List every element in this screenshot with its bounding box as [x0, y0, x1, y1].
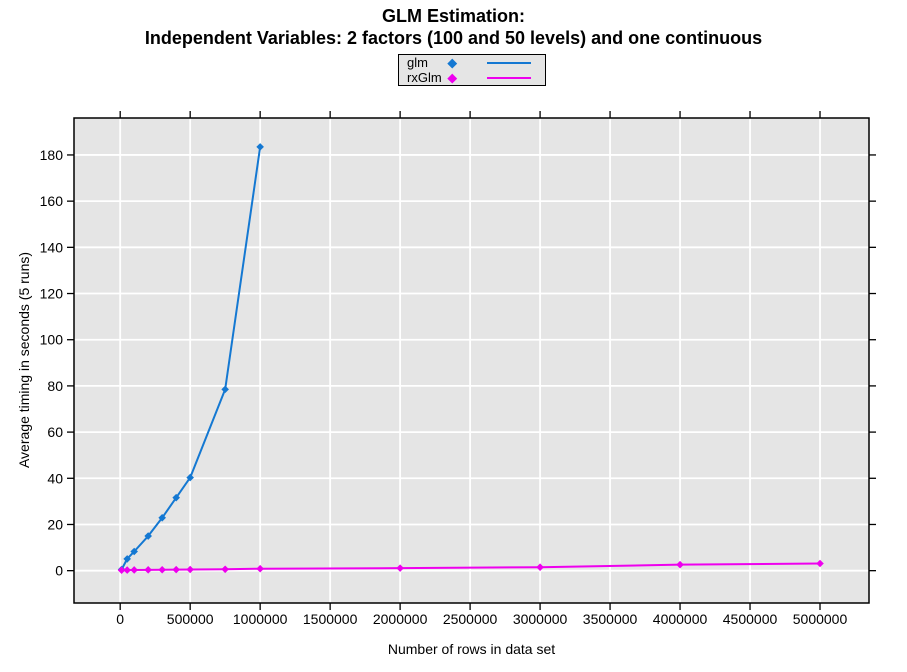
y-tick-label: 120 — [40, 286, 64, 302]
glm-point — [144, 532, 152, 540]
x-axis-label: Number of rows in data set — [387, 641, 556, 657]
y-tick-label: 80 — [47, 378, 63, 394]
legend-item-rxglm: rxGlm — [399, 70, 545, 85]
glm-point — [130, 547, 138, 556]
y-tick-label: 0 — [55, 563, 63, 579]
rxGlm-point — [221, 565, 229, 574]
y-tick-label: 140 — [40, 239, 64, 255]
y-tick-label: 60 — [47, 424, 63, 440]
y-tick-label: 20 — [47, 516, 63, 532]
chart-title-line1: GLM Estimation: — [382, 6, 525, 26]
line-sample-icon — [487, 61, 531, 64]
glm-point — [158, 513, 166, 522]
legend: glm rxGlm — [398, 54, 546, 86]
rxGlm-point — [123, 566, 131, 574]
rxGlm-point — [536, 563, 544, 572]
rxGlm-point — [396, 564, 404, 572]
x-tick-label: 0 — [116, 611, 124, 627]
x-tick-label: 4000000 — [653, 611, 708, 627]
rxGlm-point — [117, 566, 126, 575]
glm-point — [221, 385, 229, 394]
legend-label-rxglm: rxGlm — [407, 70, 442, 85]
rxGlm-point — [172, 565, 180, 574]
chart-title: GLM Estimation: Independent Variables: 2… — [0, 5, 907, 49]
y-tick-label: 40 — [47, 470, 63, 486]
rxGlm-point — [256, 564, 264, 573]
rxGlm-point — [676, 560, 684, 569]
x-tick-label: 2500000 — [443, 611, 498, 627]
x-tick-label: 3500000 — [583, 611, 638, 627]
rxGlm-point — [130, 566, 138, 574]
glm-point — [172, 493, 180, 502]
glm-point — [123, 555, 131, 563]
y-tick-label: 160 — [40, 193, 64, 209]
chart-title-line2: Independent Variables: 2 factors (100 an… — [144, 28, 763, 48]
legend-label-glm: glm — [407, 55, 428, 70]
plot-panel — [74, 118, 869, 603]
rxGlm-point — [158, 565, 166, 574]
y-tick-label: 100 — [40, 332, 64, 348]
x-tick-label: 4500000 — [723, 611, 778, 627]
glm-point — [256, 143, 264, 151]
x-tick-label: 500000 — [167, 611, 214, 627]
y-tick-label: 180 — [40, 147, 64, 163]
y-axis-label: Average timing in seconds (5 runs) — [16, 251, 32, 469]
x-tick-label: 5000000 — [793, 611, 848, 627]
x-tick-label: 1500000 — [303, 611, 358, 627]
rxGlm-point — [144, 566, 152, 574]
rxGlm-point — [186, 565, 194, 574]
rxGlm-point — [816, 559, 824, 568]
glm-point — [186, 473, 194, 482]
plot-border — [73, 117, 870, 604]
line-sample-icon — [487, 76, 531, 79]
x-tick-label: 3000000 — [513, 611, 568, 627]
legend-item-glm: glm — [399, 55, 545, 70]
x-tick-label: 1000000 — [233, 611, 288, 627]
x-tick-label: 2000000 — [373, 611, 428, 627]
